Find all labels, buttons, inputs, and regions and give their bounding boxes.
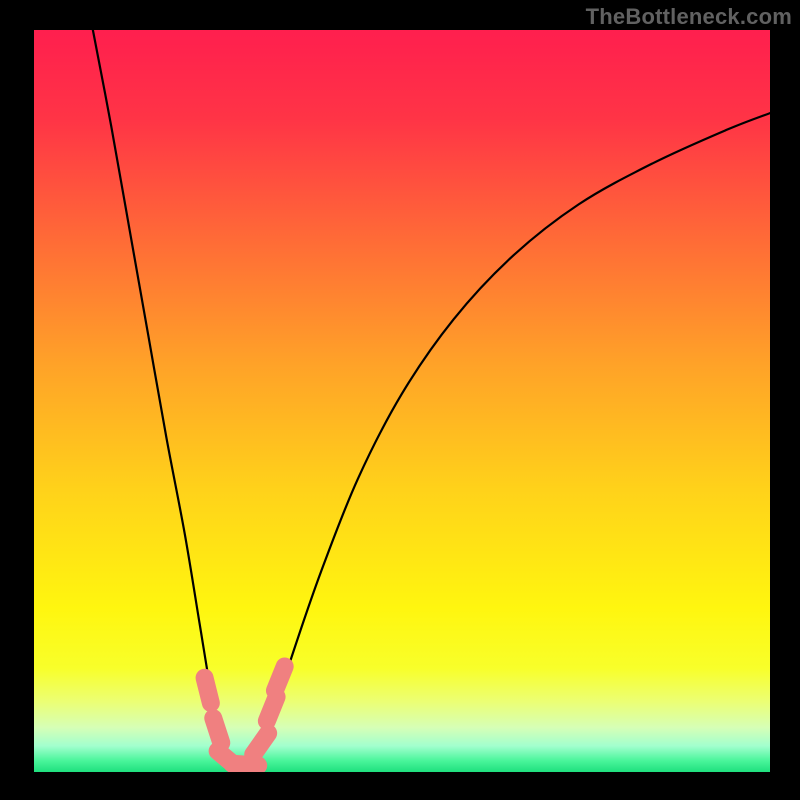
chart-background (34, 30, 770, 772)
plot-area (34, 30, 770, 772)
chart-svg (34, 30, 770, 772)
watermark-text: TheBottleneck.com (586, 4, 792, 30)
